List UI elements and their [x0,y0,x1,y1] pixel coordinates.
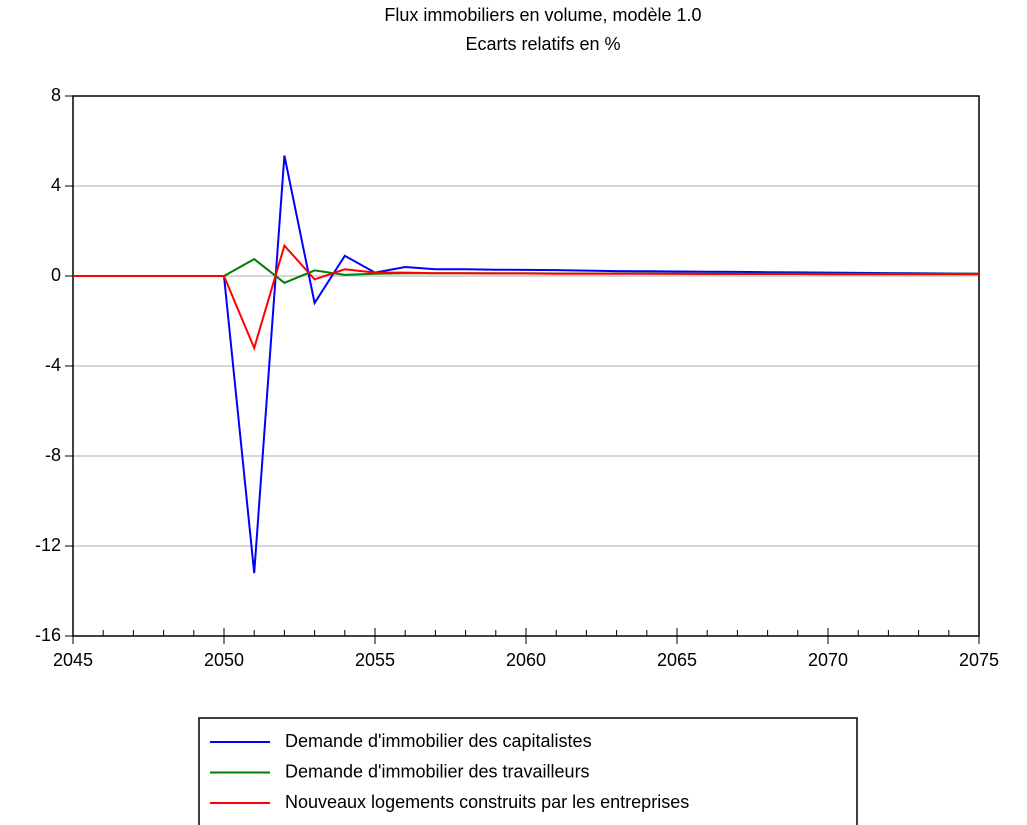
series-line [73,243,979,351]
plot-frame [72,95,980,637]
y-tick-label: 4 [51,175,61,195]
x-tick-label: 2055 [355,650,395,670]
y-tick-label: -12 [35,535,61,555]
legend-label: Nouveaux logements construits par les en… [285,792,689,812]
legend-box [198,717,858,825]
y-tick-label: 8 [51,85,61,105]
legend-label: Demande d'immobilier des capitalistes [285,731,592,751]
y-tick-label: -4 [45,355,61,375]
series-line [73,155,980,574]
x-tick-label: 2070 [808,650,848,670]
y-tick-label: -16 [35,625,61,645]
x-tick-label: 2060 [506,650,546,670]
legend-label: Demande d'immobilier des travailleurs [285,761,590,781]
x-tick-label: 2045 [53,650,93,670]
x-tick-label: 2050 [204,650,244,670]
chart-subtitle: Ecarts relatifs en % [465,34,620,54]
y-tick-label: -8 [45,445,61,465]
y-tick-label: 0 [51,265,61,285]
x-tick-label: 2065 [657,650,697,670]
series-line [73,257,979,284]
chart-title: Flux immobiliers en volume, modèle 1.0 [384,5,701,25]
x-tick-label: 2075 [959,650,999,670]
